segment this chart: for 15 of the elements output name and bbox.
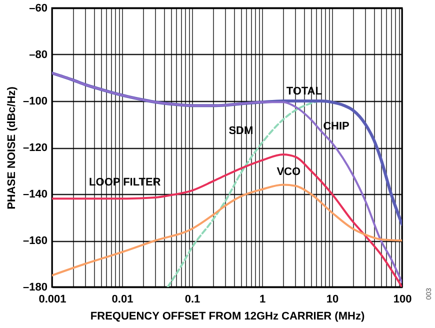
y-tick-label: –160 xyxy=(23,235,48,247)
y-tick-label: –100 xyxy=(23,96,48,108)
x-axis-title: FREQUENCY OFFSET FROM 12GHz CARRIER (MHz) xyxy=(90,310,365,322)
y-tick-label: –80 xyxy=(29,49,48,61)
x-tick-label: 1 xyxy=(259,294,266,306)
y-tick-label: –120 xyxy=(23,142,48,154)
x-tick-label: 0.01 xyxy=(112,294,134,306)
x-tick-label: 0.1 xyxy=(184,294,200,306)
x-tick-label: 0.001 xyxy=(38,294,66,306)
y-axis-title: PHASE NOISE (dBc/Hz) xyxy=(6,86,18,210)
x-tick-label: 100 xyxy=(393,294,412,306)
y-tick-label: –180 xyxy=(23,282,48,294)
x-tick-label: 10 xyxy=(326,294,339,306)
y-tick-label: –60 xyxy=(29,2,48,14)
y-tick-label: –140 xyxy=(23,188,48,200)
